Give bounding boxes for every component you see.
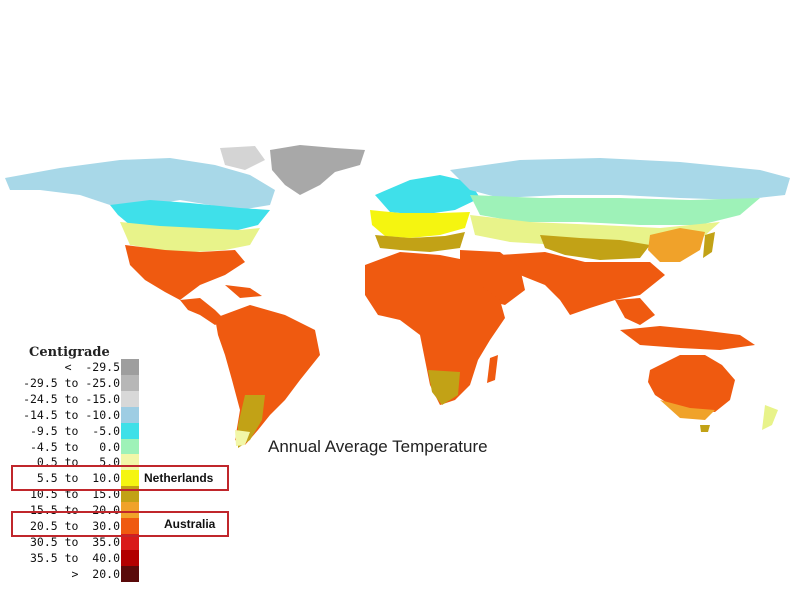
legend-range-label: -24.5 to -15.0 xyxy=(23,391,120,406)
madagascar xyxy=(487,355,498,383)
legend-color-swatch xyxy=(121,533,139,550)
europe-south xyxy=(375,232,465,252)
legend-range-label: 20.5 to 30.0 xyxy=(29,519,120,533)
legend-color-swatch xyxy=(121,549,139,566)
australia xyxy=(648,355,735,412)
australia-highlight-box xyxy=(11,511,229,537)
legend-row: 15.5 to 20.0 xyxy=(0,502,140,519)
legend-row: -14.5 to -10.0 xyxy=(0,406,140,423)
legend-color-swatch xyxy=(121,359,139,375)
legend-color-swatch xyxy=(121,518,139,534)
legend-range-label: < -29.5 xyxy=(64,360,120,374)
south-america xyxy=(215,305,320,445)
legend-row: 5.5 to 10.0 xyxy=(0,470,140,487)
arctic-islands xyxy=(220,146,265,170)
legend-range-label: 15.5 to 20.0 xyxy=(29,503,120,518)
legend-title: Centigrade xyxy=(29,345,110,360)
legend-row: 30.5 to 35.0 xyxy=(0,533,140,550)
legend-range-label: -4.5 to 0.0 xyxy=(29,439,120,454)
legend-row: > 20.0 xyxy=(0,565,140,582)
legend-range-label: 30.5 to 35.0 xyxy=(29,534,120,549)
asia-south xyxy=(500,252,665,315)
legend-color-swatch xyxy=(121,438,139,455)
legend-color-swatch xyxy=(121,406,139,423)
legend-color-swatch xyxy=(121,390,139,407)
legend-color-swatch xyxy=(121,565,139,582)
legend-row: 35.5 to 40.0 xyxy=(0,549,140,566)
legend-range-label: 5.5 to 10.0 xyxy=(36,471,120,486)
netherlands-highlight-box xyxy=(11,465,229,491)
australia-south xyxy=(660,400,715,420)
legend-row: -29.5 to -25.0 xyxy=(0,374,140,391)
north-america-temperate xyxy=(120,222,260,252)
netherlands-label: Netherlands xyxy=(144,471,214,485)
east-asia xyxy=(648,228,705,262)
europe-north xyxy=(375,175,480,215)
asia-cold xyxy=(470,195,760,225)
legend-color-swatch xyxy=(121,502,139,519)
australia-label: Australia xyxy=(164,517,216,531)
legend-row: -9.5 to -5.0 xyxy=(0,422,140,439)
patagonia xyxy=(235,430,250,446)
legend-row: < -29.5 xyxy=(0,359,140,375)
map-title: Annual Average Temperature xyxy=(268,437,488,456)
greenland xyxy=(270,145,365,195)
north-america-warm xyxy=(125,245,245,300)
legend-row: -24.5 to -15.0 xyxy=(0,390,140,407)
south-africa xyxy=(428,370,460,405)
continents xyxy=(5,145,790,448)
legend-row: -4.5 to 0.0 xyxy=(0,438,140,455)
southeast-asia xyxy=(615,298,655,325)
legend-range-label: -29.5 to -25.0 xyxy=(23,375,120,390)
new-zealand xyxy=(762,405,778,430)
europe-temperate xyxy=(370,210,470,238)
legend-range-label: 35.5 to 40.0 xyxy=(29,550,120,565)
asia-plateau xyxy=(540,235,650,260)
tasmania xyxy=(700,425,710,432)
legend-color-swatch xyxy=(121,470,139,487)
central-america xyxy=(180,298,225,325)
legend-range-label: > 20.0 xyxy=(71,566,120,581)
legend-color-swatch xyxy=(121,374,139,391)
legend-range-label: -9.5 to -5.0 xyxy=(29,423,120,438)
indonesia xyxy=(620,326,755,350)
africa xyxy=(365,252,505,405)
north-america-cold xyxy=(110,200,270,232)
north-america-north xyxy=(5,158,275,210)
legend-color-swatch xyxy=(121,422,139,439)
asia-arctic xyxy=(450,158,790,200)
legend-row: 20.5 to 30.0 xyxy=(0,518,140,534)
japan xyxy=(703,232,715,258)
legend-range-label: -14.5 to -10.0 xyxy=(23,407,120,422)
caribbean xyxy=(225,285,262,298)
